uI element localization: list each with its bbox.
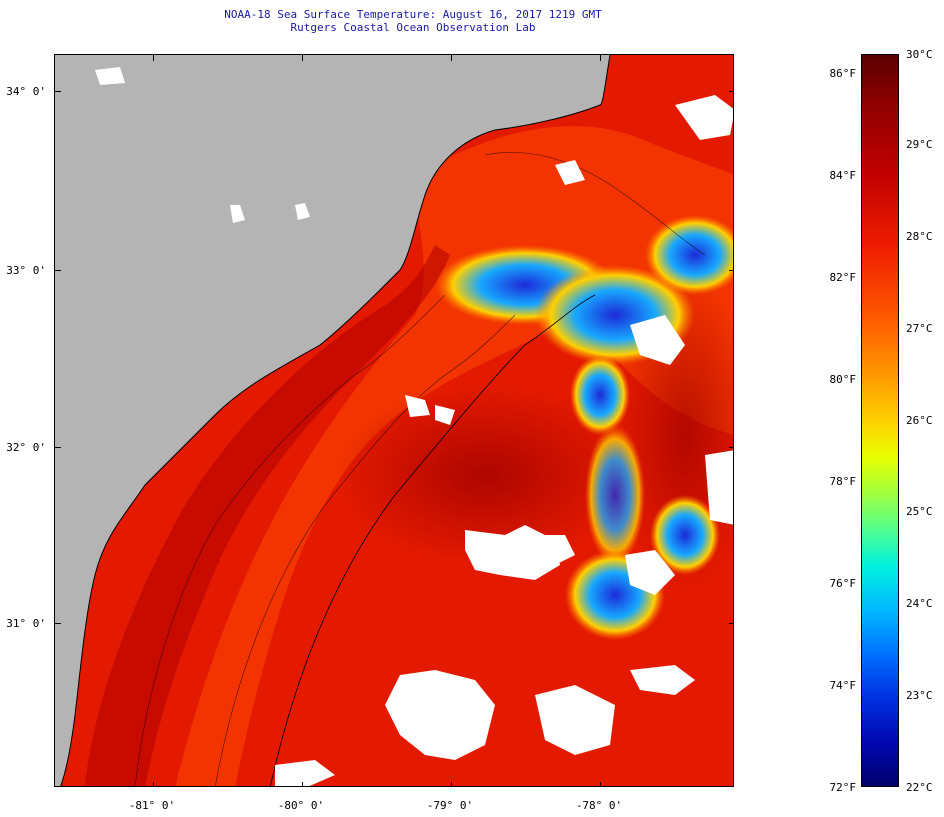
colorbar-f-label: 72°F [829, 781, 857, 794]
lat-label-32: 32° 0' [6, 441, 46, 454]
colorbar-f-label: 82°F [829, 271, 857, 284]
lat-label-33: 33° 0' [6, 264, 46, 277]
graticule-ticks [55, 55, 733, 786]
coastline [60, 55, 611, 786]
colorbar-c-label: 28°C [906, 230, 933, 243]
colorbar-c-label: 25°C [906, 505, 933, 518]
cool-patch-northeast [645, 215, 733, 295]
sst-map-image [55, 55, 733, 786]
cool-patch-mid [570, 355, 630, 435]
cloud-mask [95, 67, 733, 786]
colorbar-f-label: 76°F [829, 577, 857, 590]
colorbar-c-label: 23°C [906, 689, 933, 702]
isobath-mid [215, 314, 516, 786]
land-mass [55, 55, 610, 786]
colorbar-c-label: 30°C [906, 48, 933, 61]
colorbar-c-label: 26°C [906, 414, 933, 427]
colorbar-f-label: 80°F [829, 373, 857, 386]
lon-label-80: -80° 0' [277, 799, 325, 812]
warm-core [335, 385, 635, 565]
colorbar-c-label: 22°C [906, 781, 933, 794]
colorbar-c-label: 24°C [906, 597, 933, 610]
cool-filament [585, 425, 645, 565]
lon-label-78: -78° 0' [575, 799, 623, 812]
coastal-hot-strip [85, 245, 450, 786]
colorbar-f-label: 74°F [829, 679, 857, 692]
lon-label-79: -79° 0' [426, 799, 474, 812]
colorbar-c-label: 27°C [906, 322, 933, 335]
lat-label-31: 31° 0' [6, 617, 46, 630]
lat-label-34: 34° 0' [6, 85, 46, 98]
colorbar-f-label: 86°F [829, 67, 857, 80]
colorbar-c-label: 29°C [906, 138, 933, 151]
cool-patch-east [650, 495, 720, 575]
sst-map [54, 54, 734, 787]
map-title: NOAA-18 Sea Surface Temperature: August … [224, 8, 602, 21]
colorbar-f-label: 84°F [829, 169, 857, 182]
isobath-inner [134, 294, 446, 786]
isobath-north [484, 152, 706, 256]
isobath-outer [270, 294, 596, 786]
lon-label-81: -81° 0' [128, 799, 176, 812]
colorbar-f-label: 78°F [829, 475, 857, 488]
temperature-colorbar [861, 54, 899, 787]
map-subtitle: Rutgers Coastal Ocean Observation Lab [290, 21, 536, 34]
